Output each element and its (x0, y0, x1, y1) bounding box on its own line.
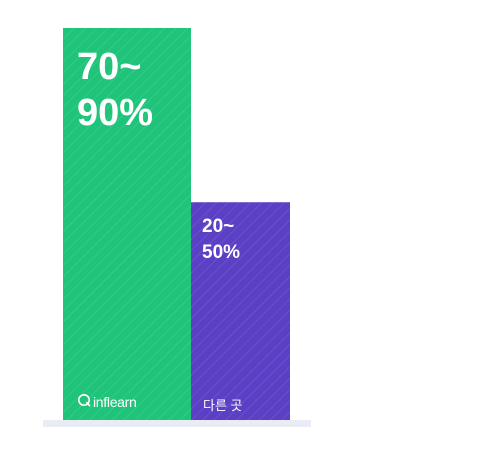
category-label-other: 다른 곳 (203, 398, 243, 413)
data-label-inflearn: 70~ 90% (77, 46, 154, 134)
chart-baseline (43, 420, 311, 427)
bar-inflearn-stripes (63, 28, 191, 420)
category-label-inflearn-text: inflearn (93, 393, 137, 410)
category-label-inflearn: inflearn (77, 393, 137, 410)
bar-other-stripes (191, 202, 290, 420)
data-label-other: 20~ 50% (202, 216, 241, 264)
inflearn-logo-icon (77, 393, 91, 410)
